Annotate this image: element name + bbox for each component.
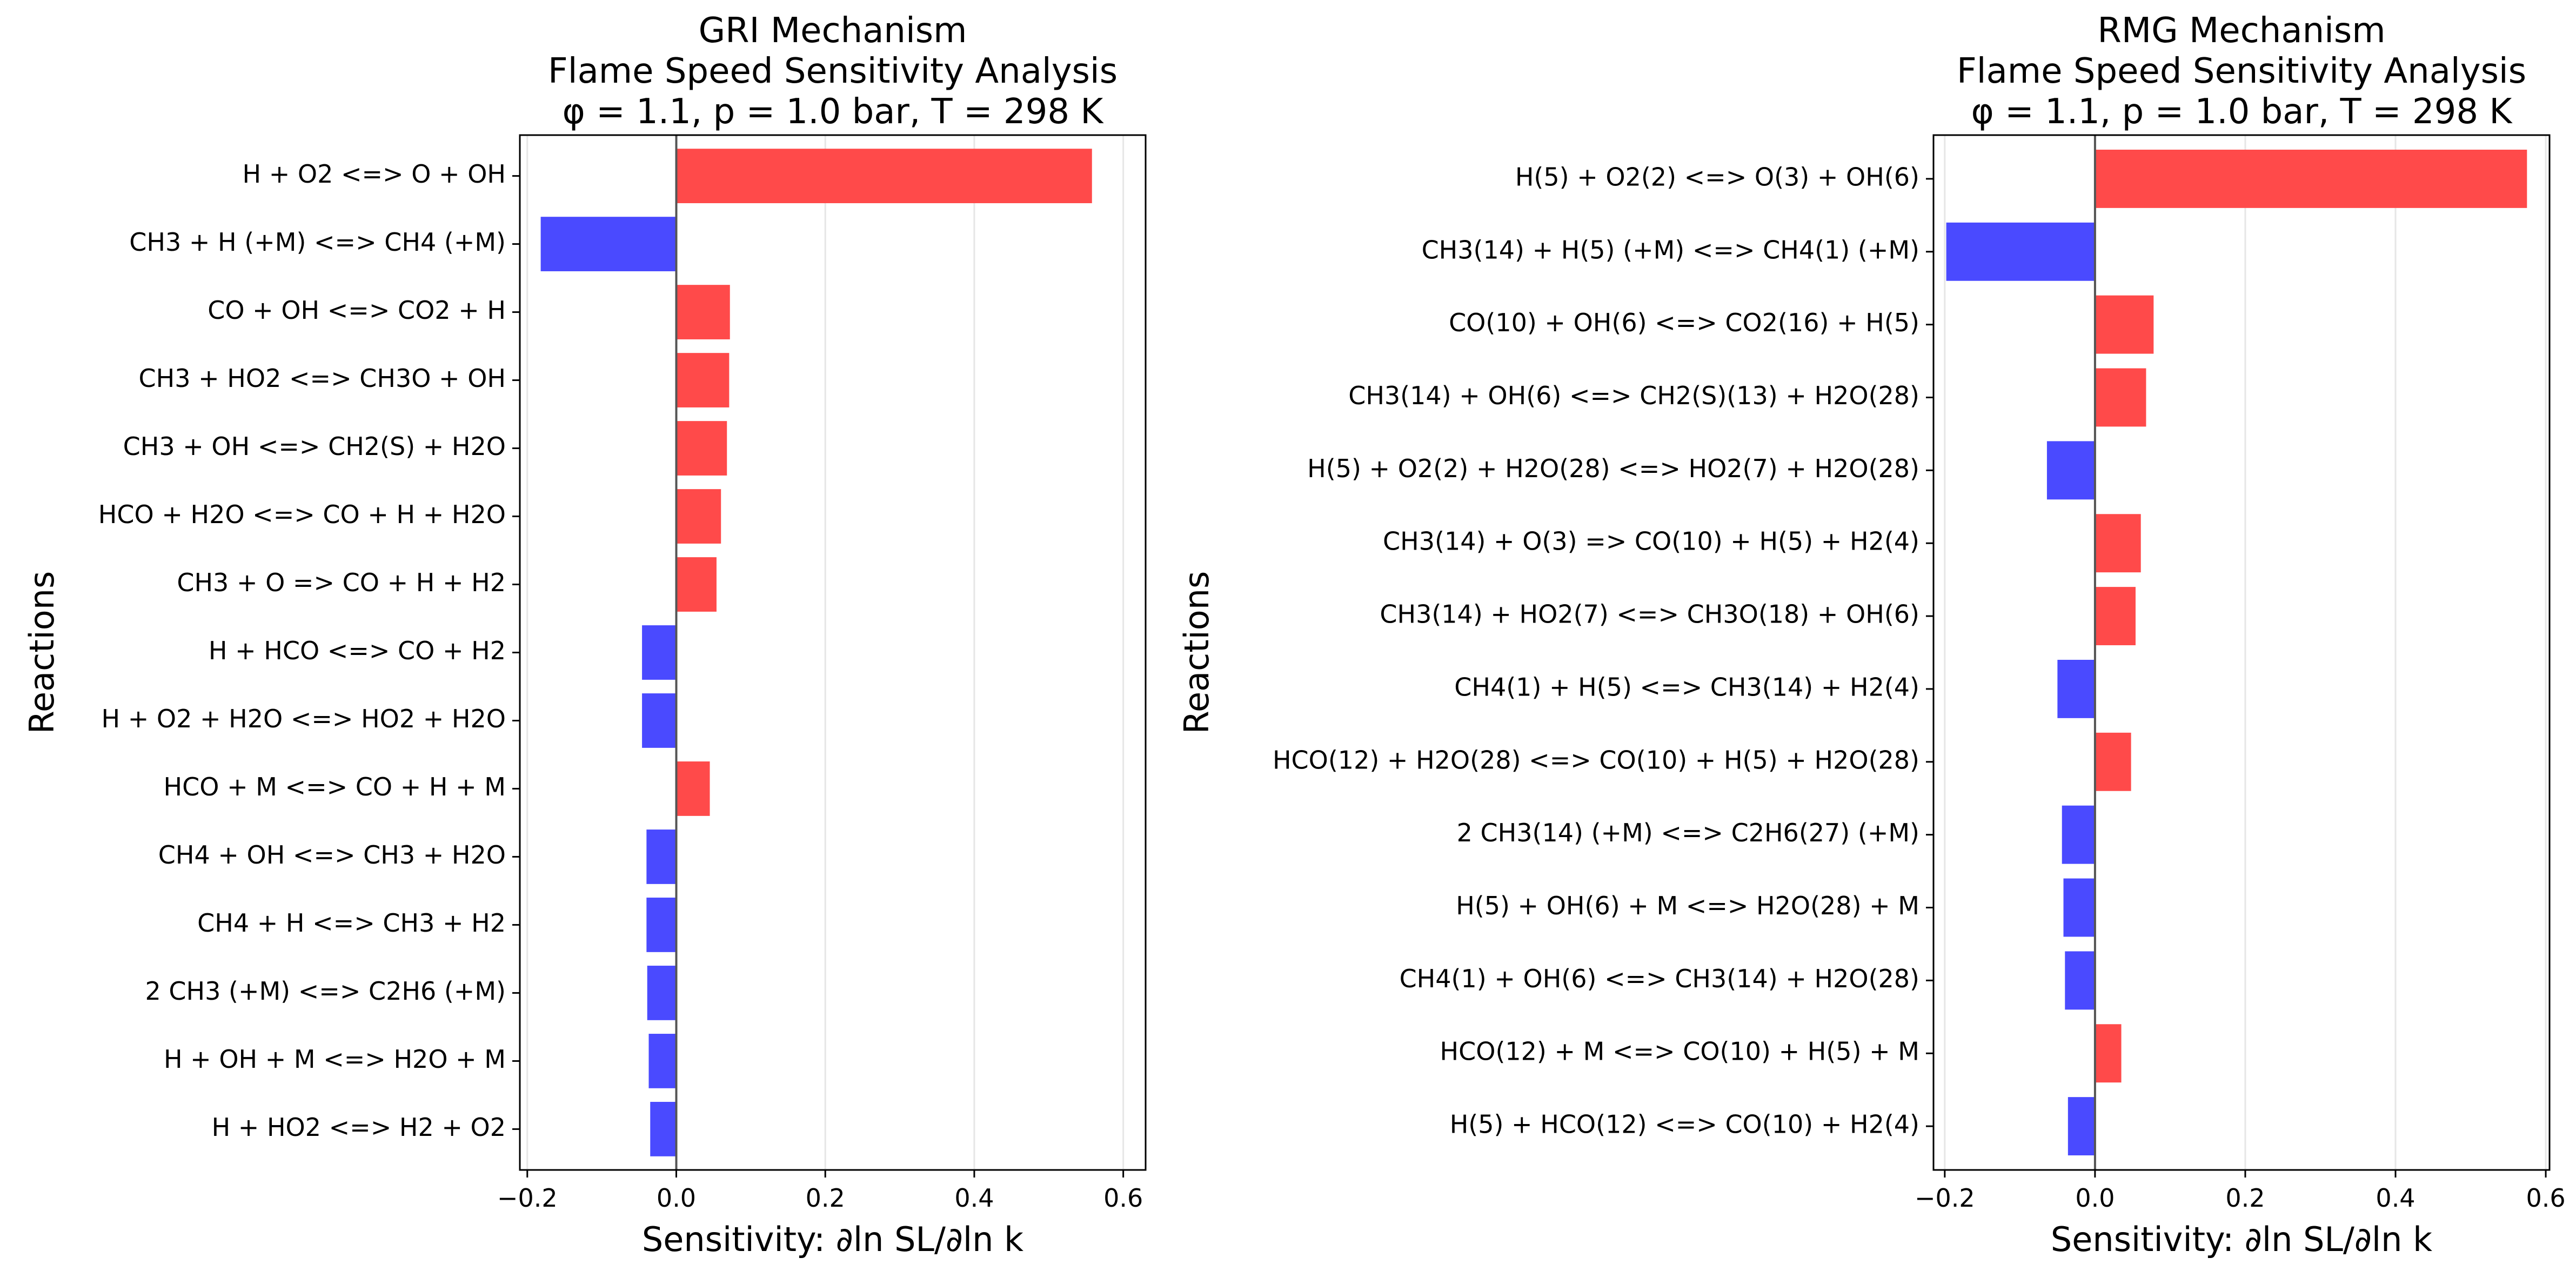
y-tick-label: H + HCO <=> CO + H2: [209, 636, 506, 665]
x-tick-label: 0.0: [657, 1183, 696, 1213]
y-tick-label: H(5) + O2(2) + H2O(28) <=> HO2(7) + H2O(…: [1307, 454, 1919, 483]
bar: [2095, 732, 2131, 791]
bar: [2095, 514, 2141, 573]
y-tick-label: H + OH + M <=> H2O + M: [164, 1045, 506, 1074]
y-tick-label: CH3 + OH <=> CH2(S) + H2O: [123, 432, 506, 461]
bar: [642, 625, 677, 680]
y-tick-label: CO + OH <=> CO2 + H: [208, 296, 506, 325]
bar: [676, 149, 1092, 203]
x-tick-label: 0.2: [806, 1183, 845, 1213]
y-tick-label: CH3 + HO2 <=> CH3O + OH: [139, 364, 506, 393]
y-tick-label: 2 CH3(14) (+M) <=> C2H6(27) (+M): [1457, 818, 1919, 847]
bar: [540, 217, 677, 271]
gri-chart: H + O2 <=> O + OH CH3 + H (+M) <=> CH4 (+…: [22, 11, 1147, 1259]
y-tick-label: HCO(12) + H2O(28) <=> CO(10) + H(5) + H2…: [1273, 745, 1919, 774]
bar: [642, 693, 677, 748]
y-tick-label: H + O2 <=> O + OH: [242, 159, 506, 189]
x-tick-label: 0.6: [1103, 1183, 1143, 1213]
y-tick-label: CH4 + OH <=> CH3 + H2O: [158, 840, 506, 869]
bar: [2095, 368, 2146, 427]
x-tick-label: 0.6: [2526, 1183, 2565, 1213]
x-axis-label: Sensitivity: ∂ln SL/∂ln k: [2051, 1220, 2432, 1259]
y-tick-label: CH3 + O => CO + H + H2: [177, 568, 506, 597]
x-axis-label: Sensitivity: ∂ln SL/∂ln k: [642, 1220, 1023, 1259]
bar: [647, 966, 677, 1020]
x-tick-label: −0.2: [497, 1183, 558, 1213]
x-tick-label: 0.0: [2075, 1183, 2115, 1213]
bar: [648, 1034, 677, 1088]
chart-title-line: RMG Mechanism: [2097, 11, 2385, 51]
y-tick-label: HCO + M <=> CO + H + M: [164, 772, 506, 801]
bar: [676, 285, 730, 339]
chart-title-line: Flame Speed Sensitivity Analysis: [548, 51, 1118, 91]
axes-frame: [1932, 134, 2551, 1171]
y-tick-label: CH3 + H (+M) <=> CH4 (+M): [129, 228, 506, 257]
y-tick-label: CH3(14) + HO2(7) <=> CH3O(18) + OH(6): [1380, 600, 1919, 629]
bar: [2046, 441, 2095, 500]
rmg-chart: H(5) + O2(2) <=> O(3) + OH(6) CH3(14) + H…: [1177, 11, 2566, 1259]
y-axis-label: Reactions: [22, 571, 62, 734]
bar: [646, 898, 677, 952]
bar: [2065, 951, 2095, 1010]
bar: [2095, 295, 2154, 354]
x-tick-label: 0.4: [2376, 1183, 2415, 1213]
y-tick-label: H + HO2 <=> H2 + O2: [212, 1113, 506, 1142]
y-axis-label: Reactions: [1177, 571, 1216, 734]
y-tick-label: CH3(14) + O(3) => CO(10) + H(5) + H2(4): [1383, 527, 1919, 556]
y-tick-label: 2 CH3 (+M) <=> C2H6 (+M): [145, 976, 506, 1006]
bar: [2062, 805, 2095, 864]
y-tick-label: CO(10) + OH(6) <=> CO2(16) + H(5): [1449, 308, 1919, 337]
y-tick-label: H(5) + HCO(12) <=> CO(10) + H2(4): [1450, 1110, 1919, 1139]
bar: [2068, 1097, 2095, 1156]
chart-title-line: φ = 1.1, p = 1.0 bar, T = 298 K: [1971, 92, 2513, 132]
x-tick-label: 0.4: [954, 1183, 994, 1213]
bar: [676, 353, 730, 407]
bar: [2063, 878, 2095, 937]
x-tick-label: 0.2: [2225, 1183, 2265, 1213]
bar: [1946, 222, 2095, 281]
bar: [2095, 1024, 2122, 1083]
bar: [676, 421, 727, 476]
bar: [2057, 659, 2095, 718]
bar: [2095, 149, 2527, 208]
y-tick-label: H(5) + OH(6) + M <=> H2O(28) + M: [1456, 891, 1919, 920]
bar: [2095, 587, 2136, 646]
chart-title-line: φ = 1.1, p = 1.0 bar, T = 298 K: [563, 92, 1105, 132]
bar: [650, 1102, 677, 1156]
y-tick-label: H + O2 + H2O <=> HO2 + H2O: [102, 704, 506, 733]
bar: [676, 489, 721, 544]
y-tick-label: HCO(12) + M <=> CO(10) + H(5) + M: [1440, 1037, 1919, 1066]
y-tick-label: HCO + H2O <=> CO + H + H2O: [98, 500, 506, 529]
bar: [646, 830, 677, 884]
chart-title-line: GRI Mechanism: [699, 11, 967, 51]
y-tick-label: CH4 + H <=> CH3 + H2: [197, 908, 506, 938]
bar: [676, 557, 717, 612]
y-tick-label: CH3(14) + OH(6) <=> CH2(S)(13) + H2O(28): [1348, 381, 1919, 410]
y-tick-label: H(5) + O2(2) <=> O(3) + OH(6): [1515, 162, 1919, 191]
y-tick-label: CH4(1) + H(5) <=> CH3(14) + H2(4): [1454, 672, 1919, 701]
bar: [676, 761, 710, 816]
y-tick-label: CH4(1) + OH(6) <=> CH3(14) + H2O(28): [1400, 964, 1919, 993]
x-tick-label: −0.2: [1915, 1183, 1975, 1213]
y-tick-label: CH3(14) + H(5) (+M) <=> CH4(1) (+M): [1422, 235, 1919, 264]
chart-title-line: Flame Speed Sensitivity Analysis: [1957, 51, 2526, 91]
